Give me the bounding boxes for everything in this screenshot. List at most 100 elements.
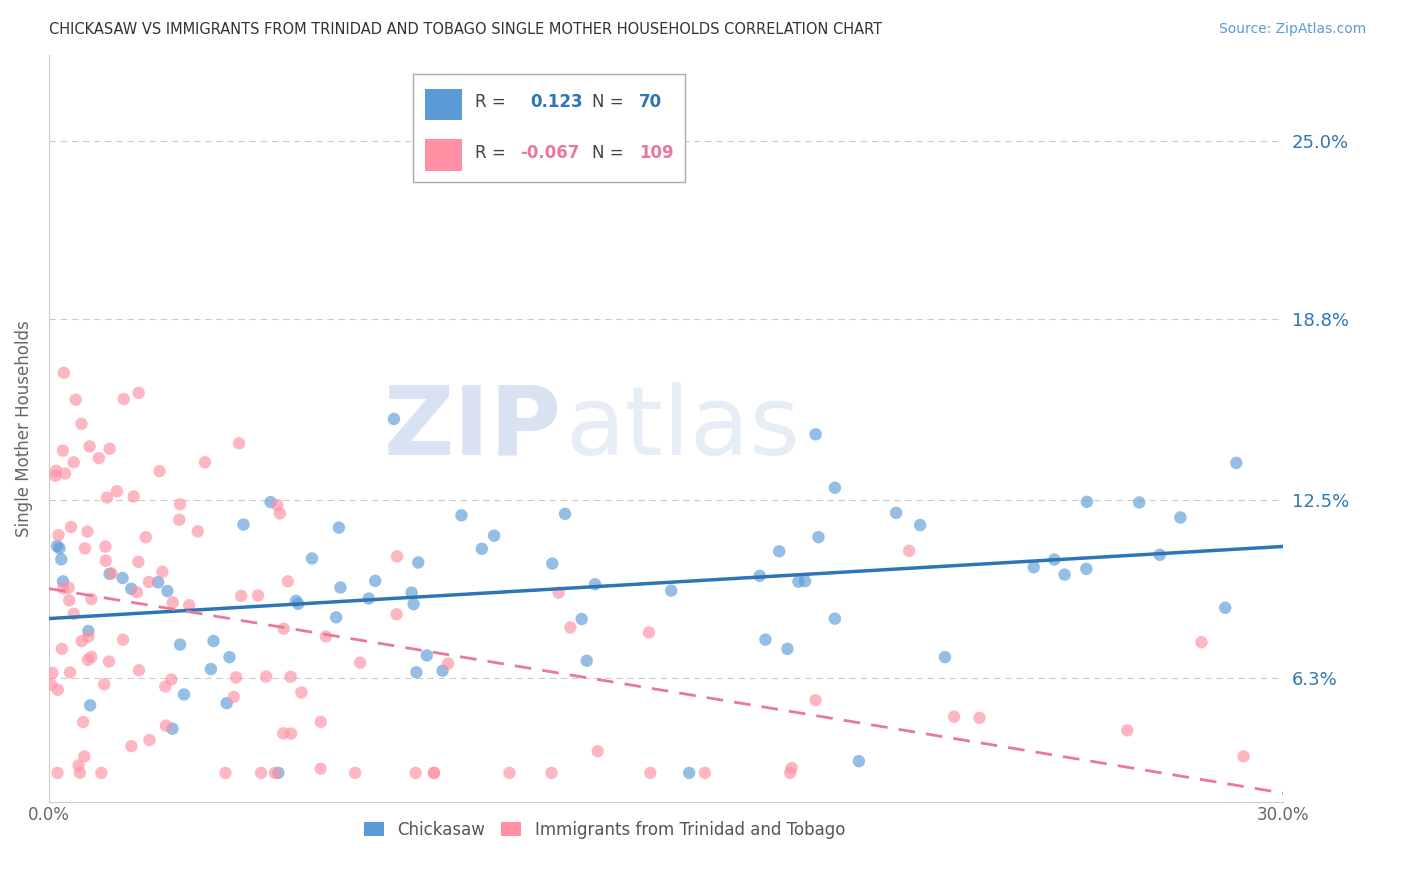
Point [254,669,277,683]
Point [416,648,439,663]
Point [554,507,576,521]
Point [934,650,956,665]
Point [146,575,169,590]
Point [273,622,295,636]
Point [94,540,117,554]
Point [638,625,661,640]
Point [1022,560,1045,574]
Point [776,641,799,656]
Point [969,711,991,725]
Point [39,678,62,692]
Point [41,665,63,680]
Text: R =: R = [475,93,506,112]
Point [148,464,170,478]
Point [194,455,217,469]
Point [111,571,134,585]
Point [250,765,273,780]
Point [423,765,446,780]
Point [787,574,810,589]
Point [349,656,371,670]
Text: N =: N = [592,144,624,162]
Point [187,524,209,539]
Point [807,530,830,544]
Point [51,641,73,656]
Point [405,665,427,680]
Point [1116,723,1139,738]
Point [58,593,80,607]
Point [1076,562,1098,576]
Point [571,612,593,626]
Point [329,581,352,595]
Point [45,468,67,483]
Point [218,650,240,665]
Point [423,765,446,780]
Point [69,765,91,780]
Point [659,583,682,598]
Point [402,597,425,611]
Point [72,714,94,729]
Point [179,598,201,612]
Point [269,507,291,521]
Point [541,557,564,571]
Point [401,585,423,599]
Text: -0.067: -0.067 [520,144,579,162]
Point [1043,552,1066,566]
Point [804,427,827,442]
Point [155,680,177,694]
Point [1170,510,1192,524]
Point [231,589,253,603]
Point [280,726,302,740]
Point [73,541,96,556]
Point [90,765,112,780]
Point [70,634,93,648]
Point [1232,749,1254,764]
Point [498,765,520,780]
Point [87,451,110,466]
Point [309,762,332,776]
Point [804,693,827,707]
Point [67,758,90,772]
Point [471,541,494,556]
Point [120,582,142,596]
Text: 70: 70 [638,93,662,112]
Point [73,749,96,764]
Bar [426,88,463,120]
Point [406,556,429,570]
Point [232,517,254,532]
Point [167,513,190,527]
Point [138,574,160,589]
Point [780,761,803,775]
Point [52,581,75,595]
Bar [426,139,463,171]
Point [93,677,115,691]
Point [586,744,609,758]
Point [51,552,73,566]
Point [77,653,100,667]
Point [266,498,288,512]
Point [547,585,569,599]
Point [122,490,145,504]
Point [135,530,157,544]
Point [105,484,128,499]
Point [540,765,562,780]
Point [1191,635,1213,649]
Point [59,665,82,680]
Point [156,584,179,599]
Point [1076,495,1098,509]
Point [112,392,135,406]
Text: 0.123: 0.123 [530,93,583,112]
Point [1225,456,1247,470]
Point [53,467,76,481]
Point [97,655,120,669]
Point [382,412,405,426]
Point [162,722,184,736]
Point [60,520,83,534]
Y-axis label: Single Mother Households: Single Mother Households [15,320,32,537]
Point [271,726,294,740]
Point [277,574,299,589]
Point [482,529,505,543]
Point [583,577,606,591]
Point [450,508,472,523]
Point [1128,495,1150,509]
Point [150,565,173,579]
